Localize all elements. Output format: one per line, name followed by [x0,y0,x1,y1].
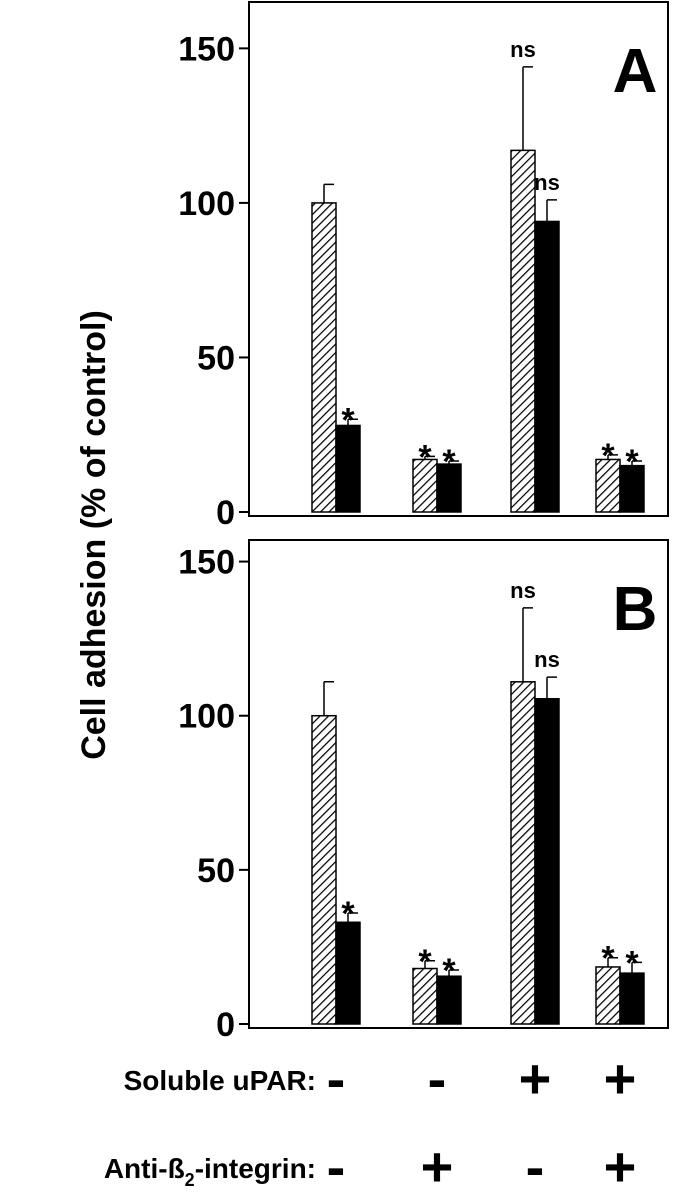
significance-label: ns [534,170,560,195]
plot-frame [248,539,669,1029]
significance-label: * [418,438,432,476]
bar [534,220,560,513]
bar [510,149,536,513]
bar [436,975,462,1025]
error-bar [323,183,334,203]
factor-sign: + [604,1135,637,1198]
factor-label-part: -integrin: [195,1153,316,1184]
error-bar [424,960,435,969]
bar [619,464,645,513]
significance-label: ns [534,647,560,672]
error-bar [631,460,642,466]
error-bar [347,418,358,426]
significance-label: * [341,895,355,933]
factor-sign: - [327,1135,346,1198]
y-tick-label: 0 [216,1006,235,1044]
bar [311,714,337,1025]
error-bar [424,455,435,460]
bar [619,972,645,1025]
factor-label: Anti-ß2-integrin: [104,1153,316,1190]
significance-label: * [625,443,639,481]
bar [510,681,536,1025]
bar [311,202,337,513]
panel-label: A [613,37,658,106]
y-tick-label: 50 [197,339,235,377]
significance-label: * [341,401,355,439]
error-bar [522,607,533,682]
error-bar [448,969,459,977]
y-tick-label: 0 [216,494,235,532]
factor-sign: - [526,1135,545,1198]
error-bar [347,912,358,923]
factor-sign: + [519,1047,552,1110]
error-bar [607,454,618,460]
significance-label: * [601,940,615,978]
significance-label: * [625,944,639,982]
significance-label: ns [510,37,536,62]
y-axis-label: Cell adhesion (% of control) [75,310,113,760]
y-tick-label: 150 [178,544,235,582]
factor-sign: - [327,1047,346,1110]
error-bar [546,199,557,222]
error-bar [546,676,557,699]
error-bar [448,460,459,465]
error-bar [607,956,618,967]
y-tick-label: 100 [178,698,235,736]
significance-label: * [442,443,456,481]
factor-label-part: Anti-ß [104,1153,185,1184]
error-bar [323,681,334,716]
significance-label: * [418,943,432,981]
factor-sign: - [428,1047,447,1110]
bar [595,458,621,513]
error-bar [522,66,533,151]
factor-label-part: 2 [185,1170,195,1190]
y-tick-label: 100 [178,185,235,223]
plot-frame [248,1,669,517]
y-tick-label: 150 [178,30,235,68]
y-tick-label: 50 [197,852,235,890]
panel-label: B [613,575,658,644]
bar [412,458,438,513]
bar [436,463,462,513]
factor-sign: + [421,1135,454,1198]
significance-label: ns [510,578,536,603]
bar [335,921,361,1025]
bar [534,698,560,1025]
factor-label: Soluble uPAR: [124,1065,316,1096]
factor-label-part: Soluble uPAR: [124,1065,316,1096]
factor-sign: + [604,1047,637,1110]
significance-label: * [601,437,615,475]
error-bar [631,961,642,974]
significance-label: * [442,952,456,990]
